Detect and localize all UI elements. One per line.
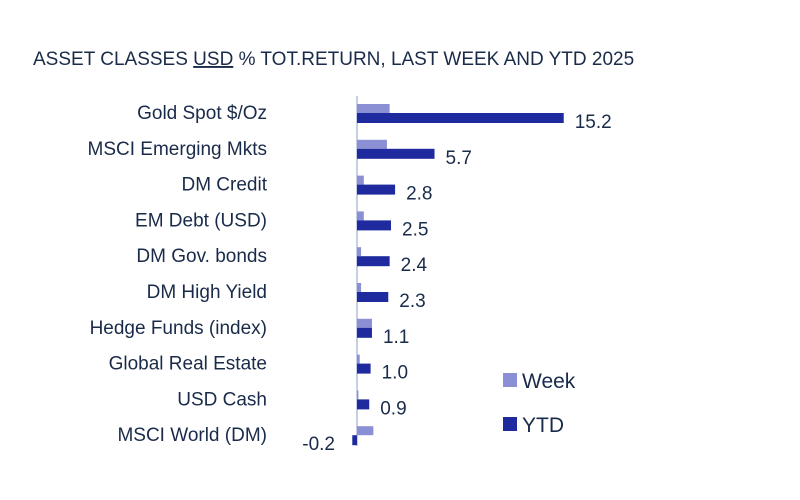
category-label: MSCI World (DM)	[117, 425, 267, 446]
title-part-usd: USD	[193, 49, 233, 70]
category-labels: Gold Spot $/Oz MSCI Emerging Mkts DM Credi…	[88, 103, 268, 446]
bar-week	[357, 175, 364, 185]
category-label: DM High Yield	[147, 282, 267, 303]
bar-ytd	[357, 220, 391, 231]
bar-ytd	[357, 148, 435, 159]
category-label: Global Real Estate	[109, 354, 267, 375]
category-label: USD Cash	[177, 389, 267, 410]
category-label: DM Credit	[181, 175, 267, 196]
category-label: Hedge Funds (index)	[90, 318, 267, 339]
category-label: EM Debt (USD)	[135, 210, 267, 231]
bar-week	[357, 211, 364, 221]
bar-ytd	[357, 113, 564, 123]
data-label: 5.7	[446, 148, 472, 169]
bars	[352, 104, 564, 446]
data-label: 15.2	[575, 112, 612, 133]
bar-week	[357, 354, 360, 364]
bar-week	[357, 318, 372, 328]
bar-ytd	[357, 184, 396, 195]
legend-swatch-week	[503, 373, 517, 387]
bar-week	[357, 283, 362, 292]
legend-swatch-ytd	[503, 417, 517, 431]
bar-ytd	[357, 292, 389, 302]
legend-label-week: Week	[522, 370, 576, 393]
legend: Week YTD	[503, 370, 576, 437]
bar-ytd	[357, 363, 371, 374]
bar-ytd	[357, 256, 390, 267]
category-label: Gold Spot $/Oz	[137, 103, 267, 124]
title-part-2: % TOT.RETURN, LAST WEEK AND YTD 2025	[233, 49, 634, 70]
legend-label-ytd: YTD	[522, 414, 564, 437]
data-label: 2.5	[402, 219, 428, 240]
bar-week	[357, 426, 374, 436]
data-label: 2.8	[406, 184, 432, 205]
data-label: 1.0	[382, 363, 408, 384]
value-labels: 15.2 5.7 2.8 2.5 2.4 2.3 1.1 1.0 0.9 -0.2	[302, 112, 611, 455]
chart-title: ASSET CLASSES USD % TOT.RETURN, LAST WEE…	[33, 49, 634, 70]
data-label: 1.1	[383, 327, 409, 348]
bar-ytd	[357, 399, 370, 410]
bar-week	[357, 247, 362, 257]
bar-week	[357, 390, 359, 400]
bar-ytd	[357, 327, 372, 338]
bar-week	[357, 104, 390, 113]
data-label: 0.9	[380, 398, 406, 419]
data-label: 2.4	[401, 255, 428, 276]
bar-ytd	[352, 435, 357, 446]
category-label: DM Gov. bonds	[136, 246, 267, 267]
category-label: MSCI Emerging Mkts	[88, 139, 267, 160]
bar-week	[357, 139, 387, 149]
data-label: 2.3	[399, 291, 425, 312]
title-part-1: ASSET CLASSES	[33, 49, 193, 70]
data-label: -0.2	[302, 434, 335, 455]
